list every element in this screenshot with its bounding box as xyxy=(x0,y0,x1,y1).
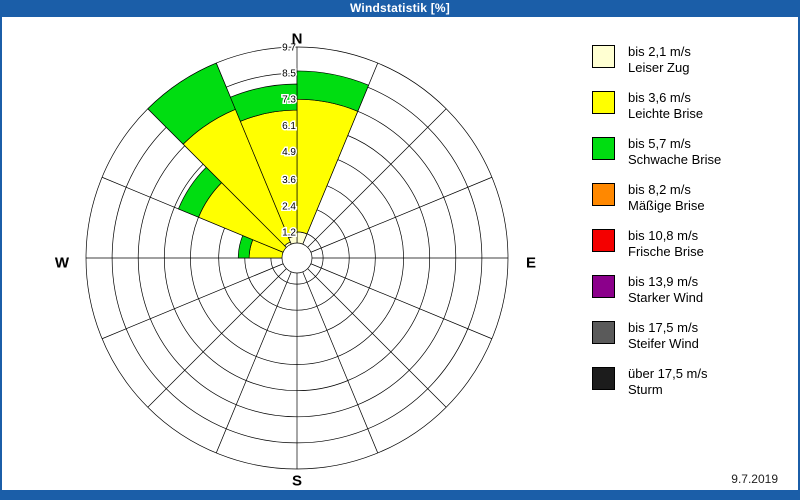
legend-item: bis 8,2 m/s Mäßige Brise xyxy=(592,182,721,213)
ring-label: 8.5 xyxy=(282,69,296,80)
legend-color-swatch xyxy=(592,229,615,252)
legend-class-label: Leiser Zug xyxy=(628,60,690,75)
compass-label-north: N xyxy=(291,30,303,48)
legend-speed-label: bis 10,8 m/s xyxy=(628,228,699,243)
legend-color-swatch xyxy=(592,321,615,344)
legend-item: bis 17,5 m/s Steifer Wind xyxy=(592,320,721,351)
legend-color-swatch xyxy=(592,91,615,114)
legend-class-label: Schwache Brise xyxy=(628,152,722,167)
wedge-segment-NNW xyxy=(229,83,298,122)
grid-spoke xyxy=(307,108,447,248)
legend: bis 2,1 m/s Leiser Zug bis 3,6 m/s Leich… xyxy=(592,44,721,413)
footer-bar xyxy=(2,490,798,500)
ring-label: 3.6 xyxy=(282,175,296,186)
wedge-segment-N xyxy=(296,70,370,112)
legend-class-label: Sturm xyxy=(628,382,663,397)
grid-spoke xyxy=(307,268,447,408)
compass-label-west: W xyxy=(54,254,70,272)
grid-spoke xyxy=(310,176,493,253)
ring-label: 1.2 xyxy=(282,227,296,238)
legend-class-label: Starker Wind xyxy=(628,290,704,305)
legend-item: bis 5,7 m/s Schwache Brise xyxy=(592,136,721,167)
legend-class-label: Leichte Brise xyxy=(628,106,704,121)
legend-speed-label: bis 13,9 m/s xyxy=(628,274,699,289)
legend-item: bis 3,6 m/s Leichte Brise xyxy=(592,90,721,121)
legend-color-swatch xyxy=(592,275,615,298)
center-hole xyxy=(281,242,313,274)
ring-label: 4.9 xyxy=(282,147,296,158)
legend-color-swatch xyxy=(592,137,615,160)
grid-spoke xyxy=(310,263,493,340)
compass-label-east: E xyxy=(525,254,537,272)
title-bar: Windstatistik [%] xyxy=(2,0,798,17)
wedge-segment-NW xyxy=(147,62,236,145)
legend-speed-label: bis 3,6 m/s xyxy=(628,90,691,105)
grid-spoke xyxy=(147,268,287,408)
grid-spoke xyxy=(101,263,284,340)
grid-spoke xyxy=(215,271,292,454)
window-title: Windstatistik [%] xyxy=(350,1,450,15)
ring-label: 9.7 xyxy=(282,43,296,54)
legend-speed-label: bis 5,7 m/s xyxy=(628,136,691,151)
legend-class-label: Frische Brise xyxy=(628,244,704,259)
wedge-segment-N xyxy=(296,98,359,235)
compass-label-south: S xyxy=(291,472,303,490)
legend-item: über 17,5 m/s Sturm xyxy=(592,366,721,397)
grid-spoke xyxy=(302,271,379,454)
ring-label: 6.1 xyxy=(282,121,296,132)
legend-speed-label: bis 17,5 m/s xyxy=(628,320,699,335)
ring-label: 7.3 xyxy=(282,95,296,106)
legend-item: bis 2,1 m/s Leiser Zug xyxy=(592,44,721,75)
ring-label: 2.4 xyxy=(282,201,296,212)
legend-speed-label: bis 2,1 m/s xyxy=(628,44,691,59)
legend-class-label: Mäßige Brise xyxy=(628,198,705,213)
chart-area: 1.2 2.4 3.6 4.9 6.1 7.3 8.5 9.7 N E S W bis 2,1… xyxy=(2,17,798,490)
legend-color-swatch xyxy=(592,183,615,206)
legend-class-label: Steifer Wind xyxy=(628,336,699,351)
legend-speed-label: bis 8,2 m/s xyxy=(628,182,691,197)
legend-color-swatch xyxy=(592,367,615,390)
legend-color-swatch xyxy=(592,45,615,68)
date-label: 9.7.2019 xyxy=(731,472,778,486)
legend-item: bis 13,9 m/s Starker Wind xyxy=(592,274,721,305)
legend-speed-label: über 17,5 m/s xyxy=(628,366,708,381)
wind-rose-chart: 1.2 2.4 3.6 4.9 6.1 7.3 8.5 9.7 xyxy=(85,41,509,470)
legend-item: bis 10,8 m/s Frische Brise xyxy=(592,228,721,259)
